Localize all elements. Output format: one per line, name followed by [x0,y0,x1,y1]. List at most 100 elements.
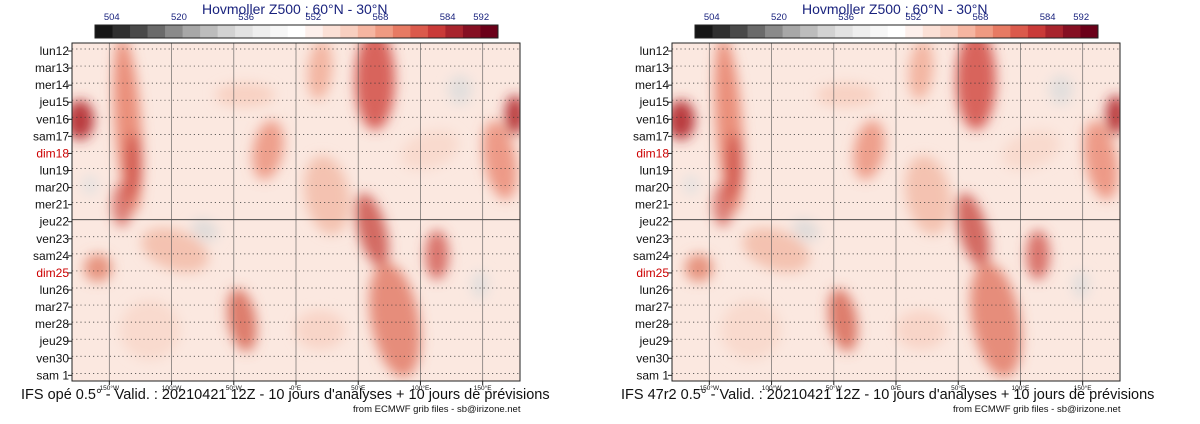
colorbar-swatch [817,25,836,38]
colorbar-swatch [782,25,801,38]
y-tick-label: sam 1 [636,368,669,382]
colorbar-swatch [922,25,941,38]
x-tick-label: 100°W [762,384,782,392]
z500-anomaly [84,254,112,282]
colorbar-swatch [1062,25,1081,38]
colorbar-swatch [992,25,1011,38]
colorbar-swatch [235,25,254,38]
colorbar-tick-label: 504 [704,12,720,23]
colorbar-tick-label: 552 [905,12,921,23]
z500-anomaly [726,133,742,197]
hovmoller-panel-ops: Hovmoller Z500 ; 60°N - 30°N 504 520 536 55… [21,1,550,415]
y-tick-label: mar27 [635,300,669,314]
colorbar-swatch [905,25,924,38]
y-tick-label: jeu29 [39,334,70,348]
z500-anomaly [685,254,713,282]
colorbar-tick-label: 592 [473,12,489,23]
colorbar-swatch [95,25,113,38]
z500-anomaly [355,43,395,130]
z500-anomaly [1049,75,1073,105]
colorbar-swatch [200,25,219,38]
y-tick-label: lun26 [640,283,670,297]
colorbar-swatch [940,25,959,38]
x-tick-label: 50°W [226,384,243,392]
x-tick-label: 50°E [951,384,966,392]
colorbar-swatch [747,25,766,38]
colorbar-tick-label: 568 [973,12,989,23]
x-tick-label: 150°E [1074,384,1092,392]
colorbar-swatch [165,25,184,38]
x-tick-label: 0°E [291,384,302,392]
y-tick-label: jeu22 [639,215,670,229]
colorbar-swatch [217,25,236,38]
y-tick-label: mar20 [635,181,669,195]
y-tick-label: dim18 [636,146,669,160]
y-tick-label: mar20 [35,181,69,195]
z500-anomaly [355,193,389,267]
y-tick-label: lun12 [640,44,670,58]
y-tick-label: jeu15 [39,95,70,109]
colorbar-tick-label: 536 [838,12,854,23]
z500-anomaly [120,300,180,360]
z500-anomaly [742,227,810,273]
colorbar-swatch [147,25,166,38]
z500-anomaly [970,262,1022,378]
colorbar-frame [94,24,499,39]
colorbar-swatch [765,25,784,38]
chart-caption: IFS opé 0.5° - Valid. : 20210421 12Z - 1… [21,387,550,403]
colorbar-swatch [410,25,429,38]
colorbar-swatch [252,25,271,38]
z500-anomaly [792,218,820,242]
plot-frame [71,42,521,382]
y-tick-label: mar13 [35,61,69,75]
colorbar-swatch [887,25,906,38]
z500-anomaly [82,175,98,195]
colorbar-swatch [870,25,889,38]
colorbar-frame [694,24,1099,39]
y-tick-label: jeu29 [639,334,670,348]
anomaly-layer [672,43,1120,378]
colorbar-swatch [322,25,341,38]
z500-anomaly [1106,95,1120,135]
colorbar-swatch [480,25,499,38]
z500-anomaly [141,227,209,273]
y-tick-label: lun26 [40,283,70,297]
z500-anomaly [672,100,695,140]
y-tick-label: ven16 [636,112,669,126]
y-tick-label: sam24 [633,249,669,263]
y-tick-label: lun12 [40,44,70,58]
y-tick-label: mer14 [635,78,669,92]
colorbar-tick-label: 504 [104,12,120,23]
chart-caption: IFS 47r2 0.5° - Valid. : 20210421 12Z - … [621,387,1155,403]
z500-anomaly [307,43,333,100]
y-tick-label: mar27 [35,300,69,314]
colorbar-swatch [130,25,148,38]
chart-credit: from ECMWF grib files - sb@irizone.net [353,404,521,415]
colorbar-tick-label: 584 [440,12,456,23]
colorbar: 504 520 536 552 568 584 592 [694,12,1099,39]
x-tick-label: 50°E [351,384,366,392]
colorbar-swatch [800,25,819,38]
colorbar-tick-label: 584 [1040,12,1056,23]
colorbar-tick-label: 520 [171,12,187,23]
colorbar-swatch [357,25,376,38]
colorbar-tick-label: 592 [1073,12,1089,23]
z500-anomaly [905,155,951,235]
anomaly-layer [72,43,520,378]
hovmoller-figure: 504 520 536 552 568 584 592 lun12 mar13 mer14 jeu1… [33,12,521,392]
x-tick-label: 150°W [100,384,120,392]
z500-anomaly [482,120,518,200]
z500-anomaly [304,155,350,235]
y-tick-label: dim25 [636,266,669,280]
y-tick-label: sam 1 [36,368,69,382]
y-tick-label: mer14 [35,78,69,92]
colorbar-tick-label: 552 [305,12,321,23]
z500-anomaly [227,288,257,352]
colorbar-swatch [957,25,976,38]
colorbar-swatch [340,25,359,38]
z500-anomaly [125,133,141,197]
colorbar-swatch [852,25,871,38]
grid-lines [668,43,1120,385]
y-tick-label: mer21 [35,198,69,212]
y-tick-label: jeu15 [639,95,670,109]
